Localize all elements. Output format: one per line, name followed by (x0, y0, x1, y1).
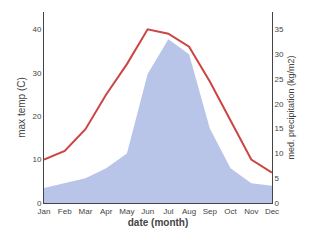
svg-text:30: 30 (32, 69, 41, 78)
svg-text:10: 10 (275, 149, 284, 158)
svg-text:Jun: Jun (141, 207, 154, 216)
svg-text:med. precipitation (kg/m2): med. precipitation (kg/m2) (286, 55, 296, 159)
svg-text:May: May (119, 207, 134, 216)
svg-text:Dec: Dec (265, 207, 279, 216)
svg-text:0: 0 (275, 199, 280, 208)
svg-text:20: 20 (32, 112, 41, 121)
svg-text:max temp (C): max temp (C) (16, 77, 27, 138)
svg-text:30: 30 (275, 50, 284, 59)
svg-text:40: 40 (32, 25, 41, 34)
svg-text:20: 20 (275, 100, 284, 109)
svg-text:5: 5 (275, 174, 280, 183)
svg-text:Mar: Mar (79, 207, 93, 216)
svg-text:25: 25 (275, 75, 284, 84)
svg-text:Aug: Aug (182, 207, 196, 216)
svg-text:Feb: Feb (58, 207, 72, 216)
svg-text:0: 0 (37, 199, 42, 208)
svg-text:date (month): date (month) (128, 217, 189, 228)
svg-text:Jan: Jan (38, 207, 51, 216)
svg-text:35: 35 (275, 25, 284, 34)
svg-text:Nov: Nov (244, 207, 258, 216)
svg-text:Oct: Oct (224, 207, 237, 216)
svg-text:10: 10 (32, 155, 41, 164)
svg-text:Sep: Sep (203, 207, 218, 216)
svg-text:15: 15 (275, 124, 284, 133)
svg-text:Jul: Jul (163, 207, 173, 216)
svg-text:Apr: Apr (100, 207, 113, 216)
